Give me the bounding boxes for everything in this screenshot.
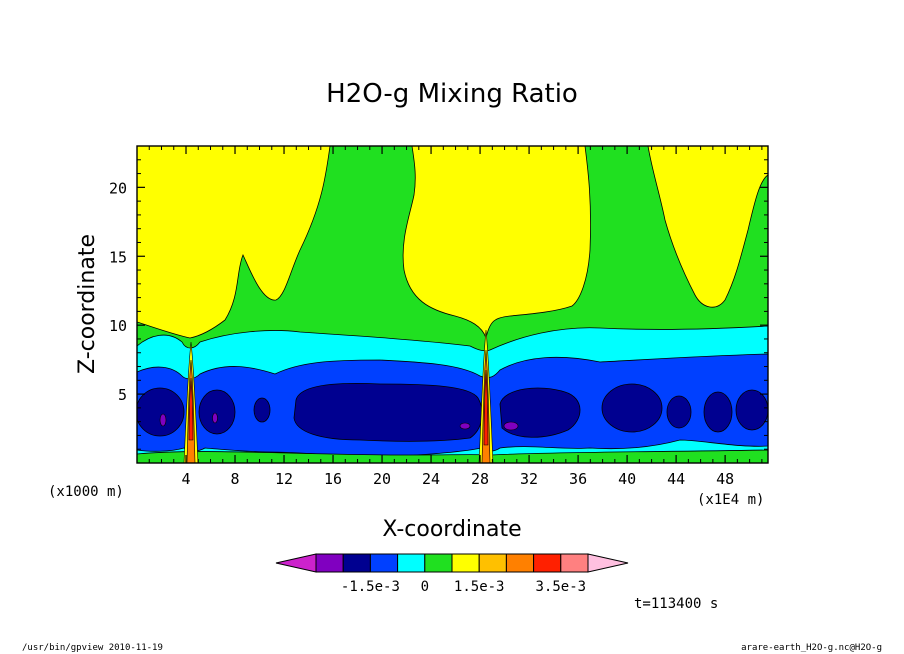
x-tick-label: 8 <box>231 470 240 488</box>
colorbar-swatch <box>560 553 589 573</box>
colorbar-label: 0 <box>421 579 429 595</box>
colorbar-swatch <box>505 553 535 573</box>
footer-left: /usr/bin/gpview 2010-11-19 <box>22 643 163 653</box>
upper-plume-left <box>137 146 331 339</box>
x-tick-label: 32 <box>520 470 538 488</box>
colorbar-swatch <box>397 553 426 573</box>
colorbar <box>275 553 629 573</box>
colorbar-label: 3.5e-3 <box>536 579 587 595</box>
minimum-purple-spots <box>159 412 519 431</box>
plume-column-right <box>478 329 494 463</box>
x-axis-unit: (x1E4 m) <box>697 492 764 508</box>
x-tick-label: 36 <box>569 470 587 488</box>
colorbar-swatch <box>424 553 453 573</box>
x-tick-label: 12 <box>275 470 293 488</box>
y-tick-label: 10 <box>109 317 127 335</box>
y-axis-ticks: 5 10 15 20 <box>109 159 768 450</box>
colorbar-swatch <box>478 553 507 573</box>
x-tick-label: 48 <box>716 470 734 488</box>
x-tick-label: 24 <box>422 470 440 488</box>
y-tick-label: 15 <box>109 248 127 266</box>
y-axis-label: Z-coordinate <box>75 234 100 374</box>
colorbar-swatch <box>369 553 399 573</box>
plume-column-left <box>183 341 199 463</box>
colorbar-label: -1.5e-3 <box>341 579 400 595</box>
colorbar-labels: -1.5e-3 0 1.5e-3 3.5e-3 <box>341 579 586 595</box>
x-tick-label: 40 <box>618 470 636 488</box>
chart-title: H2O-g Mixing Ratio <box>326 79 578 109</box>
colorbar-arrow-high <box>587 553 629 573</box>
colorbar-swatch <box>315 553 344 573</box>
colorbar-arrow-low <box>275 553 317 573</box>
x-tick-label: 4 <box>181 470 190 488</box>
x-tick-label: 16 <box>324 470 342 488</box>
plot-area <box>137 146 768 463</box>
colorbar-swatch <box>342 553 371 573</box>
surface-green-band <box>137 449 768 463</box>
y-axis-unit: (x1000 m) <box>48 484 124 500</box>
plot-frame <box>136 145 769 464</box>
upper-plume-right <box>647 146 768 308</box>
colorbar-swatch <box>533 553 562 573</box>
y-tick-label: 5 <box>118 386 127 404</box>
y-tick-label: 20 <box>109 179 127 197</box>
core-dark-blue-cells <box>137 382 768 442</box>
footer-right: arare-earth_H2O-g.nc@H2O-g <box>741 643 882 653</box>
time-stamp: t=113400 s <box>634 596 718 612</box>
x-tick-label: 20 <box>373 470 391 488</box>
x-axis-label: X-coordinate <box>382 517 521 542</box>
x-tick-label: 44 <box>667 470 685 488</box>
colorbar-swatch <box>451 553 480 573</box>
x-axis-ticks: 4 8 12 16 20 24 28 32 36 40 44 48 <box>148 146 763 488</box>
colorbar-label: 1.5e-3 <box>454 579 505 595</box>
x-tick-label: 28 <box>471 470 489 488</box>
